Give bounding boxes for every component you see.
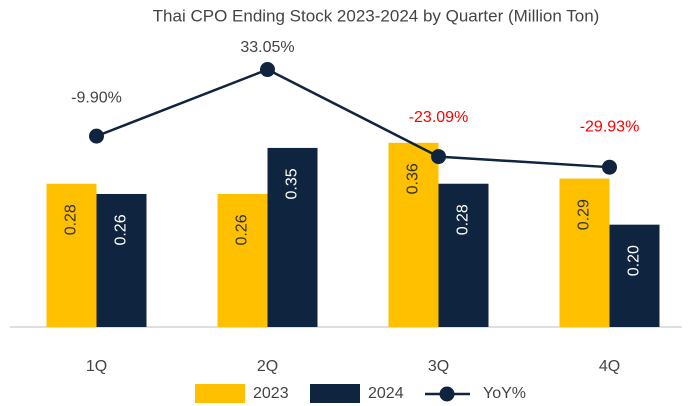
x-tick-label: 2Q <box>257 358 278 375</box>
legend-label: 2024 <box>368 385 404 402</box>
line-point <box>260 62 275 78</box>
line-point <box>602 159 617 175</box>
line-point <box>89 128 104 144</box>
legend-swatch <box>195 384 245 403</box>
x-tick-label: 1Q <box>86 358 107 375</box>
bar <box>96 193 147 327</box>
data-label: 0.26 <box>113 214 130 245</box>
legend-swatch <box>310 384 360 403</box>
line-point <box>431 149 446 165</box>
legend-label: 2023 <box>253 385 289 402</box>
line <box>96 68 610 169</box>
legend-label: YoY% <box>483 385 526 402</box>
x-tick-label: 4Q <box>599 358 620 375</box>
bar <box>267 147 318 327</box>
data-label: 33.05% <box>240 39 294 56</box>
x-tick-label: 3Q <box>428 358 449 375</box>
data-label: -29.93% <box>580 118 640 135</box>
chart-title: Thai CPO Ending Stock 2023-2024 by Quart… <box>153 6 600 25</box>
bar <box>388 142 439 327</box>
data-label: -9.90% <box>71 89 122 106</box>
bar <box>609 224 660 327</box>
data-label: 0.20 <box>626 245 643 276</box>
data-label: 0.26 <box>234 214 251 245</box>
legend-swatch <box>439 386 455 402</box>
data-label: -23.09% <box>409 109 469 126</box>
data-label: 0.29 <box>576 199 593 230</box>
bar <box>559 178 610 327</box>
data-label: 0.36 <box>405 163 422 194</box>
bar <box>46 183 97 327</box>
data-label: 0.28 <box>455 204 472 235</box>
bar <box>217 193 268 327</box>
data-label: 0.28 <box>63 204 80 235</box>
bar <box>438 183 489 327</box>
data-label: 0.35 <box>284 168 301 199</box>
